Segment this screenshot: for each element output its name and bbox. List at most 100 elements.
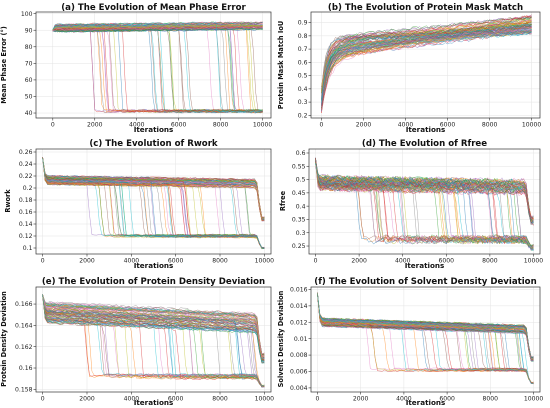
panel-mean-phase-error: (a) The Evolution of Mean Phase Error It… — [0, 3, 272, 134]
y-tick-label: 0.5 — [296, 177, 306, 184]
y-tick-label: 0.45 — [292, 190, 306, 197]
series-line — [317, 292, 534, 362]
x-tick-label: 10000 — [255, 396, 275, 403]
series-line — [42, 294, 265, 388]
series-line — [42, 294, 265, 359]
series-line — [321, 15, 532, 107]
axes-frame — [35, 11, 272, 119]
x-axis-label: Iterations — [134, 261, 174, 270]
panel-title: (d) The Evolution of Rfree — [362, 139, 487, 149]
y-tick-label: 0.6 — [296, 150, 306, 157]
x-tick-label: 2000 — [356, 122, 372, 129]
series-line — [52, 28, 263, 33]
series-group — [317, 292, 534, 385]
series-line — [42, 294, 265, 388]
series-line — [52, 27, 263, 32]
series-line — [315, 160, 534, 218]
series-line — [317, 293, 534, 362]
series-group — [42, 294, 265, 388]
panel-title: (a) The Evolution of Mean Phase Error — [61, 3, 246, 13]
series-line — [42, 295, 265, 359]
x-tick-label: 8000 — [482, 258, 498, 265]
y-tick-label: 0.1 — [23, 245, 33, 252]
panel-title: (c) The Evolution of Rwork — [89, 139, 218, 149]
x-tick-label: 4000 — [124, 258, 140, 265]
series-line — [52, 23, 263, 31]
y-tick-label: 0.24 — [19, 161, 33, 168]
x-tick-label: 6000 — [171, 122, 187, 129]
x-axis-label: Iterations — [406, 398, 446, 407]
panel-solvent-density-deviation: (f) The Evolution of Solvent Density Dev… — [277, 277, 543, 407]
y-tick-label: 50 — [25, 94, 33, 101]
series-line — [42, 158, 265, 219]
axes-frame — [310, 11, 541, 119]
series-group — [42, 157, 265, 250]
x-tick-label: 6000 — [439, 258, 455, 265]
series-line — [42, 295, 265, 361]
y-axis-label: Protein Density Deviation — [0, 291, 8, 387]
series-group — [321, 14, 532, 113]
x-tick-label: 2000 — [87, 122, 103, 129]
x-tick-label: 2000 — [353, 396, 369, 403]
series-line — [52, 23, 263, 113]
series-line — [317, 292, 534, 359]
series-line — [42, 295, 265, 356]
axes-frame — [310, 286, 541, 393]
panel-protein-mask-match: (b) The Evolution of Protein Mask Match … — [277, 3, 541, 134]
series-line — [42, 294, 265, 363]
series-line — [321, 25, 532, 111]
x-tick-label: 2000 — [79, 258, 95, 265]
x-tick-label: 6000 — [440, 122, 456, 129]
x-tick-label: 0 — [316, 396, 320, 403]
series-line — [321, 32, 532, 108]
series-line — [42, 296, 265, 388]
x-tick-label: 6000 — [168, 396, 184, 403]
x-axis-label: Iterations — [134, 125, 174, 134]
series-line — [42, 158, 265, 248]
x-tick-label: 10000 — [524, 396, 544, 403]
y-axis-label: Rwork — [4, 189, 12, 213]
series-line — [42, 295, 265, 387]
series-line — [321, 26, 532, 99]
series-line — [321, 20, 532, 93]
panel-protein-density-deviation: (e) The Evolution of Protein Density Dev… — [0, 277, 274, 407]
x-tick-label: 4000 — [398, 122, 414, 129]
x-tick-label: 6000 — [168, 258, 184, 265]
y-tick-label: 0.004 — [290, 385, 308, 392]
series-line — [52, 21, 263, 113]
series-line — [52, 24, 263, 31]
series-line — [52, 29, 263, 112]
y-tick-label: 0.16 — [19, 365, 33, 372]
axes-frame — [308, 148, 541, 255]
y-tick-label: 0.2 — [23, 185, 33, 192]
x-tick-label: 8000 — [482, 122, 498, 129]
x-tick-label: 4000 — [129, 122, 145, 129]
series-line — [321, 24, 532, 100]
y-tick-label: 100 — [21, 11, 33, 18]
series-line — [317, 293, 534, 359]
y-tick-label: 80 — [25, 44, 33, 51]
x-tick-label: 6000 — [439, 396, 455, 403]
series-line — [42, 295, 265, 388]
y-tick-label: 0.3 — [298, 99, 308, 106]
series-line — [317, 293, 534, 359]
y-axis-label: Rfree — [279, 190, 287, 211]
series-line — [315, 160, 534, 225]
y-tick-label: 0.014 — [290, 303, 308, 310]
y-tick-label: 0.012 — [290, 319, 308, 326]
series-line — [321, 31, 532, 98]
y-tick-label: 40 — [25, 110, 33, 117]
series-line — [317, 292, 534, 360]
panel-rwork: (c) The Evolution of Rwork Iterations Rw… — [4, 139, 274, 270]
x-tick-label: 8000 — [212, 396, 228, 403]
series-line — [315, 157, 534, 219]
x-tick-label: 4000 — [396, 396, 412, 403]
y-tick-label: 70 — [25, 60, 33, 67]
y-axis-label: Protein Mask Match IoU — [277, 21, 285, 110]
panel-rfree: (d) The Evolution of Rfree Iterations Rf… — [279, 139, 543, 270]
y-tick-label: 0.2 — [298, 112, 308, 119]
x-axis-label: Iterations — [405, 261, 445, 270]
x-tick-label: 2000 — [79, 396, 95, 403]
x-tick-label: 10000 — [522, 122, 542, 129]
